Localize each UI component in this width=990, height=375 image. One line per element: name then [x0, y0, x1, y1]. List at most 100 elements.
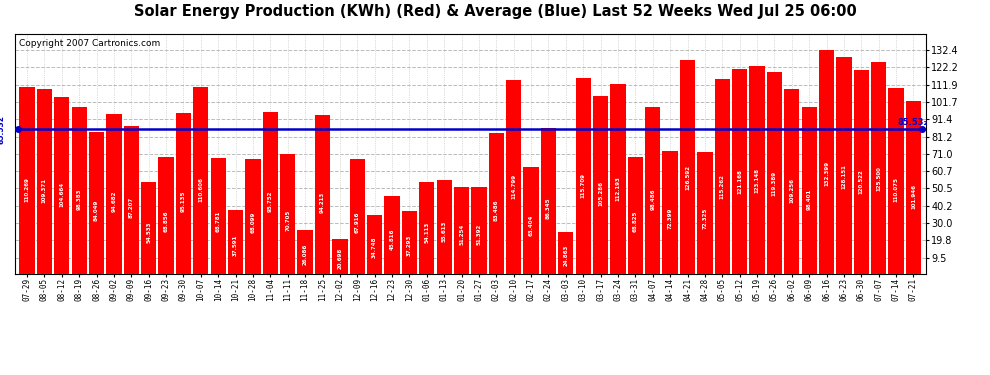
Bar — [54, 97, 69, 274]
Bar — [662, 152, 678, 274]
Bar — [193, 87, 209, 274]
Text: 70.705: 70.705 — [285, 209, 290, 231]
Text: 110.075: 110.075 — [894, 178, 899, 203]
Bar — [228, 210, 244, 274]
Bar — [593, 96, 608, 274]
Bar — [437, 180, 451, 274]
Bar — [211, 158, 226, 274]
Bar — [297, 230, 313, 274]
Text: 114.799: 114.799 — [511, 174, 516, 199]
Bar — [333, 239, 347, 274]
Bar — [419, 182, 435, 274]
Text: 112.193: 112.193 — [616, 176, 621, 201]
Bar — [106, 114, 122, 274]
Text: 115.709: 115.709 — [581, 173, 586, 198]
Bar — [71, 108, 87, 274]
Bar — [749, 66, 764, 274]
Text: 98.486: 98.486 — [650, 188, 655, 210]
Text: 85.53₂: 85.53₂ — [897, 118, 928, 127]
Bar — [402, 211, 417, 274]
Text: 20.698: 20.698 — [338, 248, 343, 268]
Bar — [645, 107, 660, 274]
Bar — [541, 128, 556, 274]
Bar — [489, 133, 504, 274]
Text: 120.522: 120.522 — [859, 170, 864, 195]
Text: 54.113: 54.113 — [425, 222, 430, 243]
Text: 101.946: 101.946 — [911, 184, 916, 209]
Text: 55.613: 55.613 — [442, 221, 446, 242]
Text: Copyright 2007 Cartronics.com: Copyright 2007 Cartronics.com — [20, 39, 160, 48]
Text: 24.863: 24.863 — [563, 244, 568, 266]
Bar — [575, 78, 591, 274]
Text: 128.151: 128.151 — [842, 164, 846, 189]
Bar — [315, 114, 330, 274]
Text: 119.389: 119.389 — [772, 170, 777, 195]
Text: Solar Energy Production (KWh) (Red) & Average (Blue) Last 52 Weeks Wed Jul 25 06: Solar Energy Production (KWh) (Red) & Av… — [134, 4, 856, 19]
Bar — [628, 158, 644, 274]
Bar — [837, 57, 851, 274]
Text: 104.664: 104.664 — [59, 182, 64, 207]
Bar — [453, 187, 469, 274]
Text: 45.816: 45.816 — [389, 228, 395, 250]
Bar — [871, 62, 886, 274]
Bar — [89, 132, 104, 274]
Text: 68.856: 68.856 — [163, 211, 168, 232]
Text: 98.401: 98.401 — [807, 188, 812, 210]
Text: 94.213: 94.213 — [320, 192, 325, 213]
Bar — [888, 88, 904, 274]
Bar — [158, 158, 173, 274]
Text: 125.500: 125.500 — [876, 166, 881, 191]
Bar — [37, 89, 52, 274]
Bar — [349, 159, 365, 274]
Text: 95.135: 95.135 — [181, 191, 186, 212]
Bar — [506, 80, 522, 274]
Text: 109.256: 109.256 — [789, 178, 794, 203]
Text: 115.262: 115.262 — [720, 174, 725, 198]
Text: 110.269: 110.269 — [25, 177, 30, 203]
Bar — [715, 79, 730, 274]
Text: 67.916: 67.916 — [354, 211, 359, 233]
Text: 68.825: 68.825 — [633, 211, 638, 232]
Text: 123.148: 123.148 — [754, 168, 759, 193]
Text: 98.383: 98.383 — [76, 188, 81, 210]
Text: 109.371: 109.371 — [42, 178, 47, 203]
Text: 34.748: 34.748 — [372, 237, 377, 258]
Bar — [176, 113, 191, 274]
Text: 86.345: 86.345 — [545, 197, 551, 219]
Text: 84.049: 84.049 — [94, 199, 99, 220]
Text: 72.325: 72.325 — [702, 208, 708, 230]
Bar — [558, 232, 573, 274]
Text: 63.404: 63.404 — [529, 215, 534, 236]
Text: 83.486: 83.486 — [494, 200, 499, 221]
Text: 121.168: 121.168 — [738, 169, 742, 194]
Bar — [141, 182, 156, 274]
Bar — [784, 89, 800, 274]
Bar — [819, 50, 835, 274]
Text: 85.532: 85.532 — [0, 115, 5, 144]
Text: 94.682: 94.682 — [112, 191, 117, 212]
Text: 51.254: 51.254 — [459, 224, 464, 245]
Text: 105.286: 105.286 — [598, 181, 603, 206]
Text: 68.099: 68.099 — [250, 211, 255, 232]
Bar — [680, 60, 695, 274]
Text: 51.392: 51.392 — [476, 224, 481, 245]
Bar — [524, 166, 539, 274]
Bar — [853, 70, 869, 274]
Text: 132.399: 132.399 — [824, 160, 829, 186]
Text: 72.399: 72.399 — [667, 208, 672, 230]
Bar — [20, 87, 35, 274]
Bar — [767, 72, 782, 274]
Text: 37.293: 37.293 — [407, 235, 412, 256]
Bar — [124, 126, 139, 274]
Bar — [802, 108, 817, 274]
Bar — [471, 187, 487, 274]
Text: 54.533: 54.533 — [147, 222, 151, 243]
Bar — [611, 84, 626, 274]
Text: 87.207: 87.207 — [129, 197, 134, 218]
Text: 26.086: 26.086 — [303, 243, 308, 264]
Text: 95.752: 95.752 — [268, 190, 273, 211]
Text: 68.781: 68.781 — [216, 211, 221, 232]
Bar — [262, 112, 278, 274]
Bar — [732, 69, 747, 274]
Text: 126.592: 126.592 — [685, 165, 690, 190]
